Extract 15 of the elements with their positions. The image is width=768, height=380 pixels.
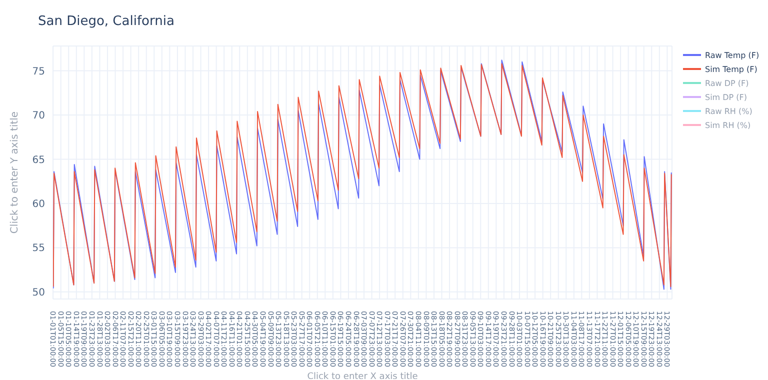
y-tick-label: 65 — [32, 154, 45, 166]
x-axis-title: Click to enter X axis title — [307, 372, 418, 380]
legend-label: Raw Temp (F) — [705, 50, 760, 60]
y-tick-label: 50 — [32, 287, 45, 298]
y-tick-label: 75 — [32, 66, 45, 78]
y-tick-label: 55 — [32, 243, 45, 254]
legend-label: Raw RH (%) — [705, 106, 752, 116]
y-tick-label: 70 — [32, 110, 45, 122]
chart-title: San Diego, California — [38, 14, 174, 29]
y-tick-label: 60 — [32, 199, 45, 210]
legend-label: Sim Temp (F) — [705, 64, 758, 74]
y-axis-title: Click to enter Y axis title — [10, 111, 21, 234]
legend-label: Sim RH (%) — [705, 120, 751, 130]
legend-label: Raw DP (F) — [705, 78, 749, 88]
legend-label: Sim DP (F) — [705, 92, 748, 102]
